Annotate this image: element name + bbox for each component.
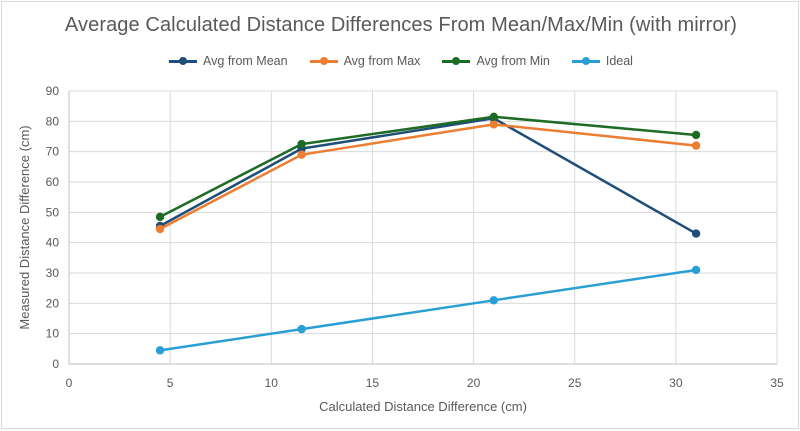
legend-item-avg-from-max: Avg from Max: [309, 54, 421, 68]
legend-item-avg-from-min: Avg from Min: [442, 54, 550, 68]
legend-swatch-avg-from-min: [442, 56, 471, 66]
y-tick-label: 90: [46, 84, 60, 98]
y-tick-label: 10: [46, 327, 60, 341]
legend-label-ideal: Ideal: [605, 54, 633, 68]
data-point-avg-from-mean: [691, 229, 701, 238]
y-tick-label: 50: [46, 205, 60, 219]
x-tick-label: 15: [366, 376, 380, 390]
y-axis-title: Measured Distance Difference (cm): [17, 125, 32, 329]
data-point-avg-from-max: [489, 120, 498, 129]
x-tick-label: 30: [669, 376, 683, 390]
x-tick-label: 20: [467, 376, 481, 390]
legend-label-avg-from-min: Avg from Min: [476, 54, 550, 68]
data-point-avg-from-min: [489, 112, 498, 121]
y-tick-label: 0: [52, 357, 59, 371]
x-tick-label: 0: [66, 376, 73, 390]
legend-label-avg-from-mean: Avg from Mean: [203, 54, 288, 68]
legend-swatch-avg-from-mean: [169, 56, 198, 66]
data-point-ideal: [691, 265, 701, 275]
y-tick-label: 30: [46, 266, 60, 280]
chart-title: Average Calculated Distance Differences …: [64, 14, 738, 36]
axes: [68, 91, 777, 365]
x-axis-title: Calculated Distance Difference (cm): [319, 399, 527, 414]
x-tick-label: 25: [568, 376, 582, 390]
legend-item-avg-from-mean: Avg from Mean: [169, 54, 288, 68]
y-tick-label: 40: [46, 236, 60, 250]
y-tick-label: 80: [46, 114, 60, 128]
legend-label-avg-from-max: Avg from Max: [343, 54, 421, 68]
data-point-ideal: [489, 296, 498, 305]
y-tick-label: 60: [46, 175, 60, 189]
series-line-ideal: [159, 268, 697, 352]
x-tick-label: 10: [265, 376, 279, 390]
legend-item-ideal: Ideal: [571, 54, 633, 68]
data-point-ideal: [297, 324, 306, 334]
series-line-avg-from-max: [159, 123, 697, 231]
data-point-avg-from-min: [691, 130, 701, 140]
legend-swatch-ideal: [571, 56, 600, 66]
data-point-avg-from-min: [297, 139, 306, 149]
y-tick-label: 70: [46, 145, 60, 159]
legend: Avg from Mean Avg from Max Avg from Min …: [2, 54, 800, 68]
data-point-avg-from-min: [155, 212, 165, 222]
x-tick-label: 5: [167, 376, 174, 390]
series-line-avg-from-min: [159, 115, 697, 218]
data-point-ideal: [155, 346, 165, 355]
y-tick-label: 20: [46, 296, 60, 310]
tick-labels: 0 10 20 30 40 50 60 70 80 90 0 5 10 15 20 25 30 35: [46, 84, 784, 390]
legend-swatch-avg-from-max: [309, 56, 338, 66]
series-group: [155, 112, 701, 355]
data-point-avg-from-max: [297, 150, 306, 159]
x-tick-label: 35: [770, 376, 784, 390]
data-point-avg-from-max: [155, 224, 165, 234]
series-line-avg-from-mean: [159, 117, 697, 235]
data-point-avg-from-max: [691, 141, 701, 150]
